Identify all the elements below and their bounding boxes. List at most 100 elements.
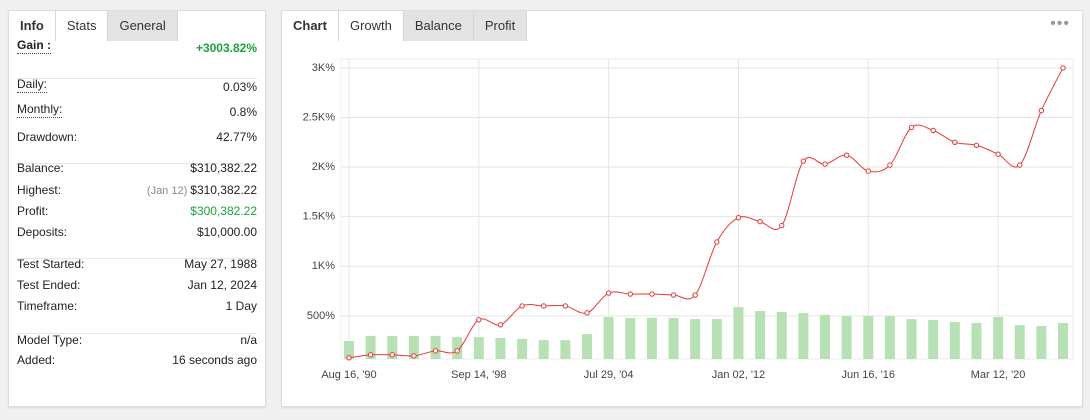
point (411, 353, 417, 359)
point (541, 303, 547, 309)
stat-note: (Jan 12) (146, 185, 188, 197)
bar (690, 319, 701, 359)
stat-label: Monthly: (17, 102, 63, 118)
bar (971, 323, 982, 359)
stat-row: Test Started: May 27, 1988 (17, 254, 257, 274)
point (1017, 162, 1023, 168)
stat-value: 42.77% (216, 127, 257, 147)
stat-label: Test Started: (17, 257, 85, 271)
separator (17, 258, 257, 259)
bar (495, 338, 506, 359)
tab[interactable]: Stats (55, 11, 109, 41)
tab[interactable]: Chart (282, 11, 339, 41)
stat-value: $300,382.22 (190, 201, 257, 221)
stat-label: Profit: (17, 204, 49, 218)
point (865, 168, 871, 174)
stat-value: n/a (240, 330, 257, 350)
stat-row: Profit: $300,382.22 (17, 201, 257, 221)
stat-value-text: +3003.82% (195, 41, 257, 55)
stat-value-text: 0.03% (222, 80, 257, 94)
stat-label: Drawdown: (17, 130, 78, 144)
point (627, 291, 633, 297)
stat-label: Balance: (17, 161, 64, 175)
stat-row: Balance: $310,382.22 (17, 158, 257, 178)
stat-value-text: 0.8% (229, 105, 257, 119)
separator (17, 333, 257, 334)
point (800, 158, 807, 164)
stat-value-text: $10,000.00 (196, 225, 257, 239)
point (692, 292, 698, 298)
bar (365, 335, 376, 359)
stat-row: Monthly: 0.8% (17, 102, 257, 122)
menu-icon[interactable]: ••• (1050, 15, 1070, 32)
stat-value-text: $300,382.22 (190, 204, 257, 218)
stat-row: Test Ended: Jan 12, 2024 (17, 275, 257, 295)
y-tick-label: 1.5K% (303, 211, 336, 223)
point (779, 222, 785, 229)
stat-label: Timeframe: (17, 299, 78, 313)
y-tick-label: 1K% (312, 260, 335, 272)
stat-row: Timeframe: 1 Day (17, 296, 257, 316)
chart-panel: Chart Growth Balance Profit ••• 500% 1K% 1.5K… (281, 10, 1083, 407)
point (1060, 65, 1066, 71)
point (346, 355, 352, 361)
point (562, 303, 569, 309)
stat-value: 0.03% (223, 77, 257, 97)
x-tick-label: Sep 14, '98 (451, 369, 506, 381)
point (973, 142, 980, 148)
stat-label: Test Ended: (17, 278, 81, 292)
point (995, 151, 1001, 157)
stat-value: (Jan 12) $310,382.22 (147, 180, 257, 201)
point (908, 124, 915, 131)
tab[interactable]: Balance (403, 11, 474, 41)
stat-value: Jan 12, 2024 (188, 275, 257, 295)
stat-label: Added: (17, 353, 56, 367)
stat-value: 1 Day (226, 296, 257, 316)
point (584, 310, 590, 316)
point (670, 292, 677, 298)
stat-label: Deposits: (17, 225, 68, 239)
point (497, 322, 504, 328)
chart: 500% 1K% 1.5K% 2K% 2.5K% 3K% Aug 16, '90 Sep 14… (303, 58, 1074, 381)
stat-value: May 27, 1988 (184, 254, 257, 274)
y-tick-label: 2.5K% (303, 111, 336, 123)
point (735, 214, 742, 221)
bar (906, 319, 917, 359)
point (432, 348, 439, 354)
bar (949, 322, 960, 359)
stat-value-text: 1 Day (225, 299, 257, 313)
point (476, 317, 482, 323)
stat-value: 16 seconds ago (172, 350, 257, 370)
stat-label: Model Type: (17, 333, 83, 347)
point (930, 127, 936, 134)
bar (538, 340, 549, 359)
bar (733, 307, 744, 359)
point (714, 239, 720, 245)
tab-bar: Chart Growth Balance Profit (282, 11, 528, 41)
x-tick-label: Mar 12, '20 (971, 369, 1026, 381)
y-tick-label: 3K% (312, 62, 335, 74)
tab[interactable]: General (108, 11, 178, 41)
bar (452, 337, 463, 359)
bar (408, 335, 419, 359)
bar (646, 317, 657, 359)
x-tick-label: Aug 16, '90 (321, 369, 376, 381)
stat-row: Model Type: n/a (17, 330, 257, 350)
bar (387, 335, 398, 359)
tab[interactable]: Growth (338, 11, 404, 41)
bar (841, 316, 852, 359)
stat-value: +3003.82% (196, 38, 257, 58)
stat-value-text: n/a (240, 333, 257, 347)
stat-row: Gain : +3003.82% (17, 38, 257, 58)
stat-value-text: May 27, 1988 (184, 257, 257, 271)
stat-value: $10,000.00 (197, 222, 257, 242)
tab-bar: Info Stats General (9, 11, 178, 41)
stats-panel: Info Stats General Gain : +3003.82% Daily: 0.… (8, 10, 266, 407)
tab[interactable]: Info (9, 11, 56, 41)
y-tick-label: 2K% (312, 161, 335, 173)
stat-value-text: Jan 12, 2024 (187, 278, 257, 292)
tab[interactable]: Profit (473, 11, 528, 41)
bar (1058, 323, 1068, 359)
bar (582, 334, 592, 359)
